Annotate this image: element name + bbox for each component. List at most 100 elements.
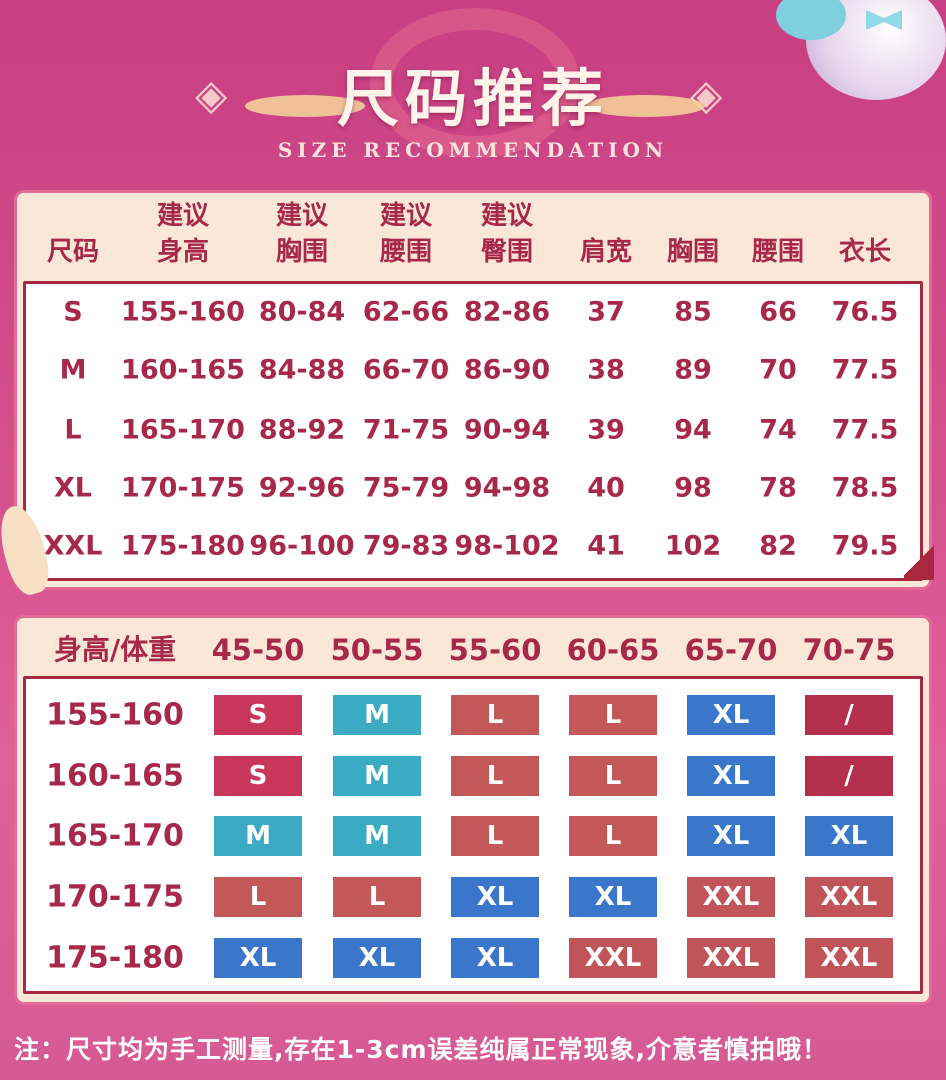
- size-table-cell: 155-160: [121, 296, 245, 328]
- size-badge: M: [333, 756, 421, 796]
- size-table-cell: 77.5: [831, 414, 899, 446]
- size-table-header: 建议: [156, 201, 210, 231]
- size-table-cell: 85: [674, 296, 712, 328]
- size-table-cell: 88-92: [258, 414, 346, 446]
- left-wing-decoration: [245, 95, 365, 117]
- size-table-header: 衣长: [838, 237, 892, 267]
- size-table-cell: 62-66: [362, 296, 450, 328]
- size-table-cell: 175-180: [121, 530, 245, 562]
- size-badge: XL: [214, 938, 302, 978]
- height-label: 175-180: [46, 940, 184, 976]
- size-table-cell: 160-165: [121, 354, 245, 386]
- weight-header: 50-55: [330, 633, 424, 667]
- size-table-cell: 66-70: [362, 354, 450, 386]
- size-table-cell: XL: [53, 472, 93, 504]
- size-table-cell: 96-100: [249, 530, 355, 562]
- size-table-cell: 39: [587, 414, 625, 446]
- height-label: 165-170: [46, 818, 184, 854]
- size-badge: XXL: [569, 938, 657, 978]
- size-table-cell: 82-86: [463, 296, 551, 328]
- size-badge: L: [451, 816, 539, 856]
- size-badge: XL: [451, 877, 539, 917]
- size-table-cell: 102: [664, 530, 722, 562]
- size-badge: L: [214, 877, 302, 917]
- size-table-header: 胸围: [275, 237, 329, 267]
- size-table-cell: 79.5: [831, 530, 899, 562]
- size-badge: L: [569, 816, 657, 856]
- weight-header: 70-75: [802, 633, 896, 667]
- page-title: 尺码推荐: [336, 62, 609, 135]
- size-table-cell: 79-83: [362, 530, 450, 562]
- size-table-cell: 165-170: [121, 414, 245, 446]
- corner-decoration: [904, 540, 934, 580]
- size-table-cell: 70: [759, 354, 797, 386]
- size-table-cell: 170-175: [121, 472, 245, 504]
- size-table-cell: 94: [674, 414, 712, 446]
- size-badge: L: [451, 756, 539, 796]
- size-table-cell: 77.5: [831, 354, 899, 386]
- size-table-header: 建议: [480, 201, 534, 231]
- size-table-header: 胸围: [666, 237, 720, 267]
- size-badge: M: [333, 695, 421, 735]
- size-table-header: 建议: [379, 201, 433, 231]
- size-table-header: 尺码: [46, 237, 100, 267]
- height-label: 170-175: [46, 879, 184, 915]
- size-table-cell: 94-98: [463, 472, 551, 504]
- size-badge: XL: [687, 756, 775, 796]
- size-table-cell: 78.5: [831, 472, 899, 504]
- size-badge: XL: [687, 816, 775, 856]
- right-wing-decoration: [585, 95, 705, 117]
- size-table-header: 臀围: [480, 237, 534, 267]
- size-table-header: 肩宽: [579, 237, 633, 267]
- size-table-header: 身高: [156, 237, 210, 267]
- size-badge: S: [214, 756, 302, 796]
- size-badge: XL: [333, 938, 421, 978]
- size-badge: XL: [805, 816, 893, 856]
- size-badge: S: [214, 695, 302, 735]
- weight-table-corner-label: 身高/体重: [53, 633, 177, 666]
- page-subtitle: SIZE RECOMMENDATION: [277, 138, 669, 162]
- size-badge: XXL: [805, 877, 893, 917]
- size-badge: XXL: [687, 938, 775, 978]
- size-badge: /: [805, 756, 893, 796]
- size-table-cell: 89: [674, 354, 712, 386]
- size-table-cell: L: [64, 414, 82, 446]
- size-badge: XL: [687, 695, 775, 735]
- size-table-cell: 84-88: [258, 354, 346, 386]
- size-badge: /: [805, 695, 893, 735]
- size-table-cell: 38: [587, 354, 625, 386]
- size-table-panel: [14, 190, 932, 590]
- weight-header: 65-70: [684, 633, 778, 667]
- size-table-cell: M: [59, 354, 87, 386]
- size-table-cell: 74: [759, 414, 797, 446]
- weight-header: 60-65: [566, 633, 660, 667]
- size-table-cell: 82: [759, 530, 797, 562]
- size-table-body: [23, 281, 923, 581]
- size-table-cell: 37: [587, 296, 625, 328]
- size-table-cell: S: [63, 296, 83, 328]
- weight-header: 45-50: [211, 633, 305, 667]
- size-badge: L: [333, 877, 421, 917]
- size-table-header: 腰围: [379, 237, 433, 267]
- size-table-cell: 40: [587, 472, 625, 504]
- size-badge: XL: [451, 938, 539, 978]
- size-table-cell: 98: [674, 472, 712, 504]
- height-label: 160-165: [46, 758, 184, 794]
- height-label: 155-160: [46, 697, 184, 733]
- size-table-cell: 75-79: [362, 472, 450, 504]
- size-table-cell: 86-90: [463, 354, 551, 386]
- size-table-cell: 90-94: [463, 414, 551, 446]
- size-badge: M: [333, 816, 421, 856]
- mascot-illustration: [776, 0, 946, 100]
- size-table-cell: 41: [587, 530, 625, 562]
- size-badge: L: [569, 695, 657, 735]
- size-badge: M: [214, 816, 302, 856]
- left-ornament-icon: ◈: [195, 70, 228, 119]
- size-badge: XL: [569, 877, 657, 917]
- size-badge: XXL: [805, 938, 893, 978]
- size-badge: L: [451, 695, 539, 735]
- size-table-cell: 80-84: [258, 296, 346, 328]
- size-table-cell: 66: [759, 296, 797, 328]
- size-badge: L: [569, 756, 657, 796]
- weight-header: 55-60: [448, 633, 542, 667]
